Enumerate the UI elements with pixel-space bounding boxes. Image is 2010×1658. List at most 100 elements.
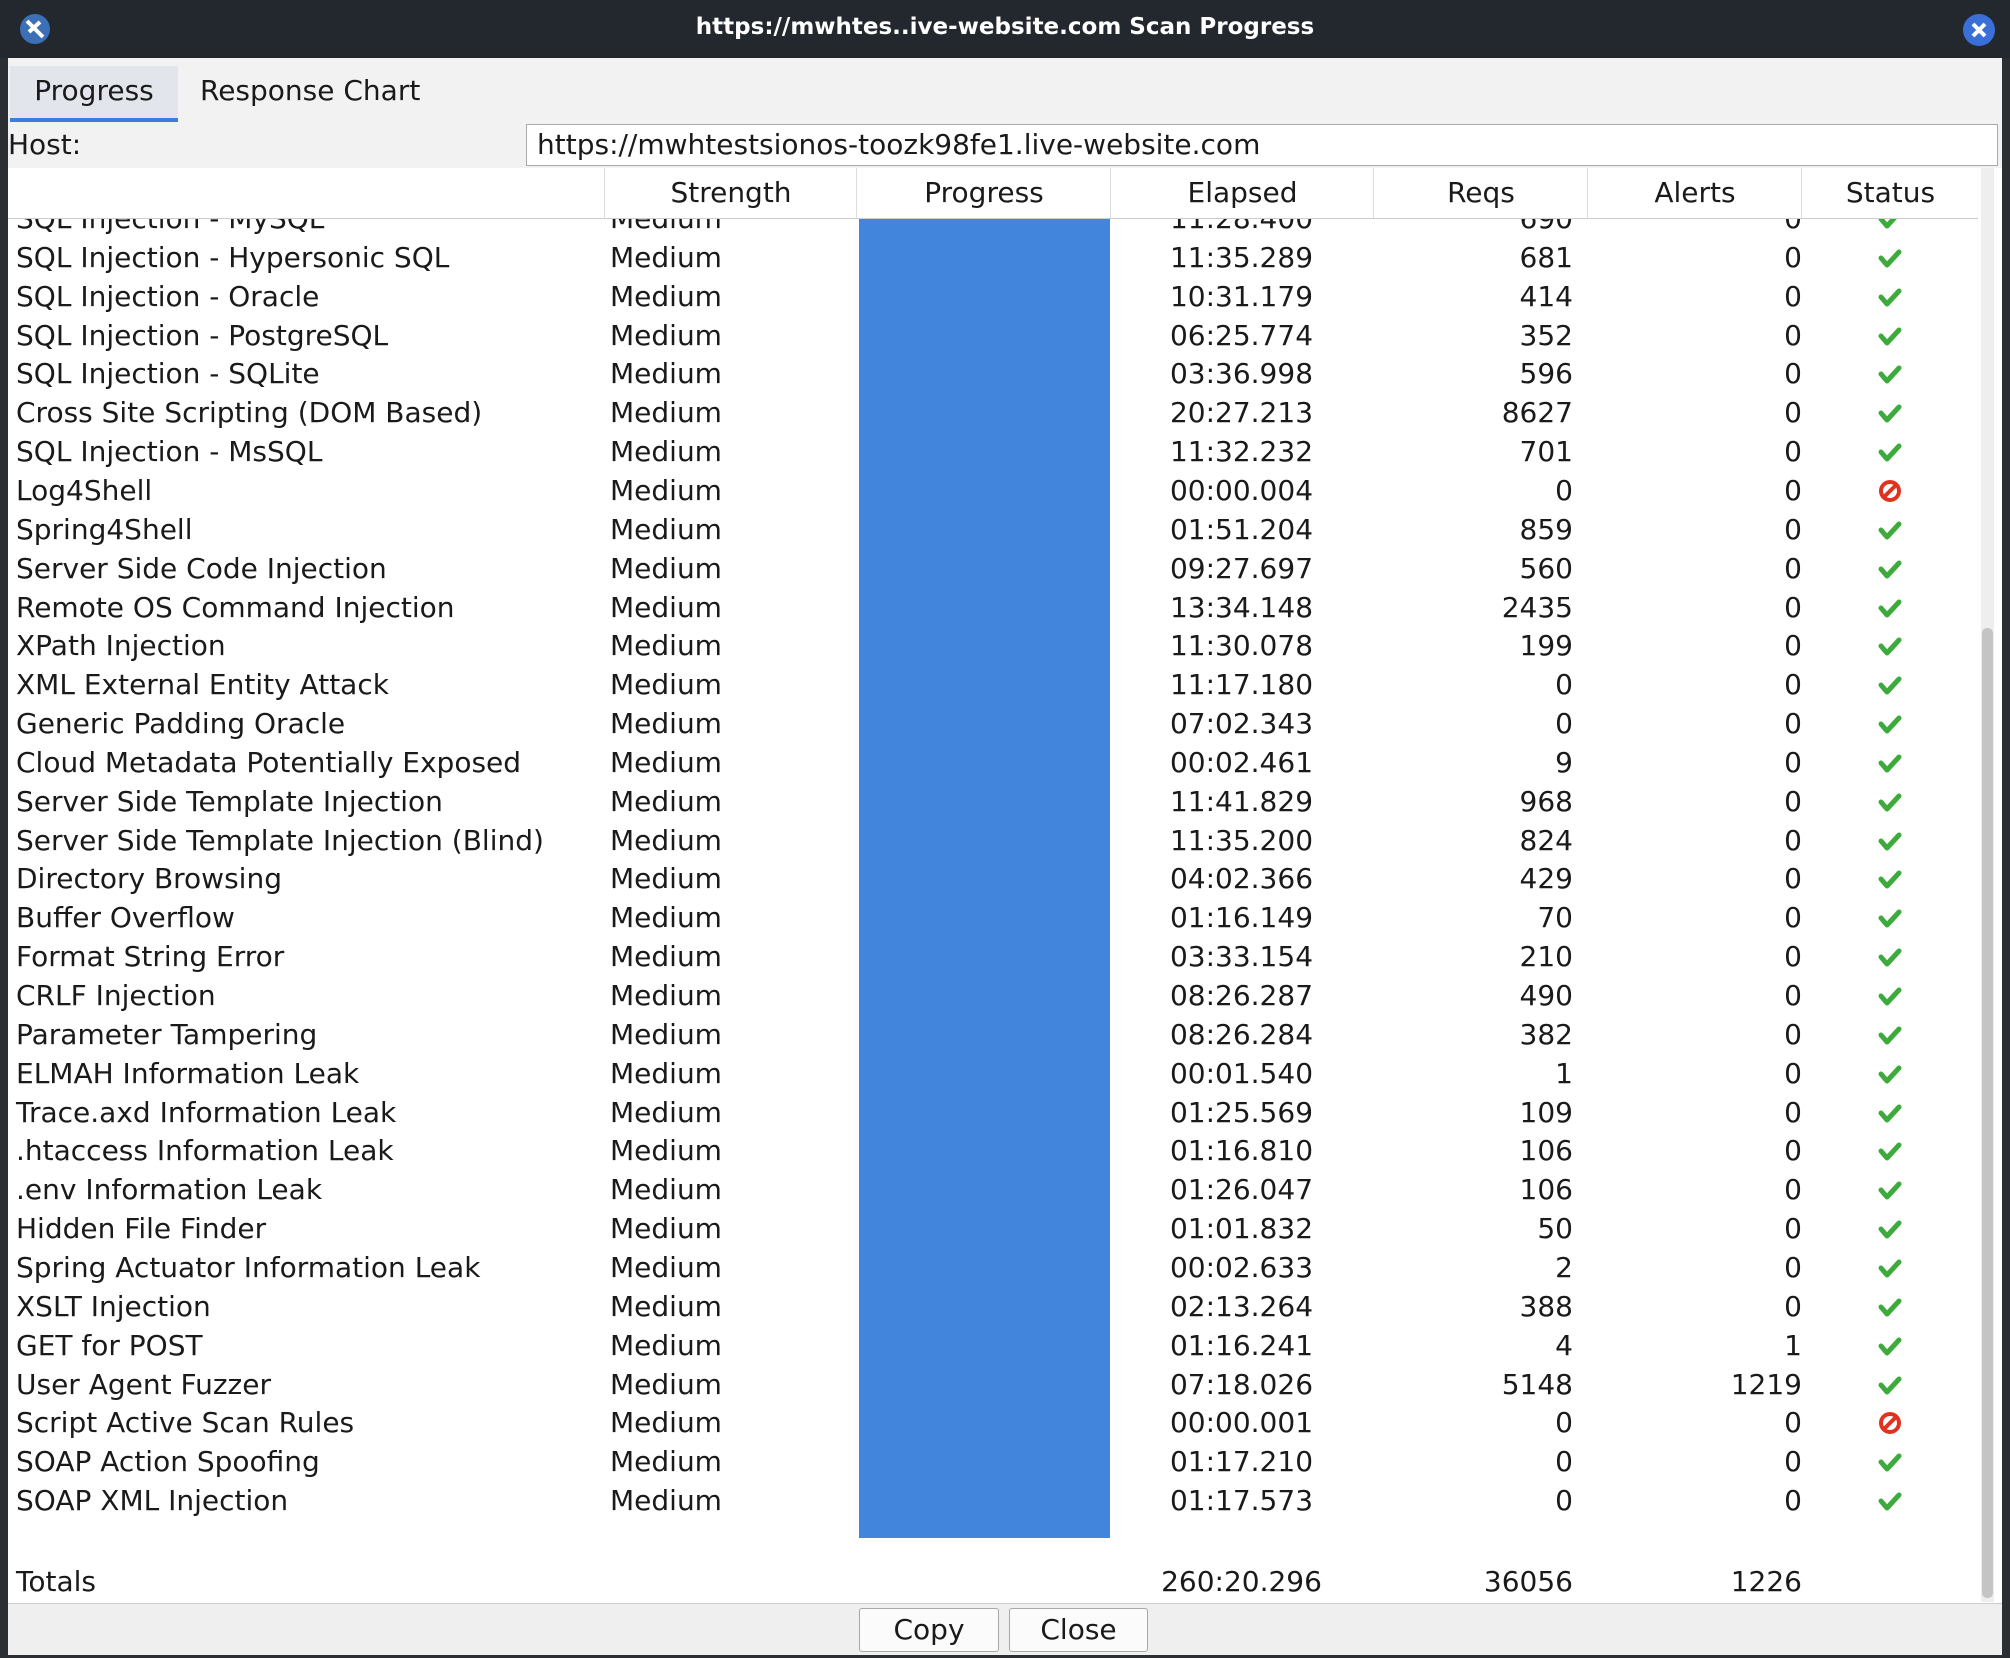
strength: Medium [610,279,722,313]
rule-name: User Agent Fuzzer [16,1367,271,1401]
tab-progress[interactable]: Progress [10,66,178,122]
alerts: 0 [1784,629,1802,663]
reqs: 109 [1519,1095,1573,1129]
reqs: 70 [1537,901,1573,935]
elapsed: 00:01.540 [1169,1056,1314,1090]
reqs: 681 [1519,240,1573,274]
strength: Medium [610,1134,722,1168]
reqs: 490 [1519,979,1573,1012]
alerts: 0 [1784,1095,1802,1129]
status-ok-icon [1878,948,1902,967]
alerts: 0 [1784,1250,1802,1284]
alerts: 0 [1784,1017,1802,1051]
table-row: SQL Injection - MsSQL Medium 11:32.232 701 0 [8,433,1978,471]
reqs: 5148 [1501,1367,1573,1401]
rule-name: Parameter Tampering [16,1017,318,1051]
rule-name: CRLF Injection [16,979,216,1012]
table-row: Remote OS Command Injection Medium 13:34.1… [8,589,1978,627]
elapsed: 01:01.832 [1169,1212,1314,1246]
totals-reqs: 36056 [1483,1565,1573,1598]
elapsed: 01:51.204 [1169,512,1314,546]
elapsed: 08:26.284 [1169,1017,1314,1051]
status-ok-icon [1878,404,1902,423]
close-window-button[interactable] [1962,13,1996,47]
elapsed: 00:02.633 [1169,1250,1314,1284]
alerts: 0 [1784,473,1802,507]
tab-response-chart[interactable]: Response Chart [200,74,421,107]
button-bar: Copy Close [8,1603,2002,1655]
elapsed: 07:18.026 [1169,1367,1314,1401]
strength: Medium [610,745,722,779]
totals-label: Totals [16,1565,96,1598]
alerts: 0 [1784,901,1802,935]
host-field[interactable]: https://mwhtestsionos-toozk98fe1.live-we… [526,124,1998,166]
alerts: 0 [1784,862,1802,896]
reqs: 824 [1519,823,1573,857]
strength: Medium [610,979,722,1012]
column-header: Reqs [1373,168,1588,218]
rule-name: Trace.axd Information Leak [16,1095,397,1129]
alerts: 0 [1784,1406,1802,1440]
strength: Medium [610,1367,722,1401]
reqs: 106 [1519,1134,1573,1168]
alerts: 0 [1784,707,1802,741]
alerts: 0 [1784,1134,1802,1168]
elapsed: 00:00.001 [1169,1406,1314,1440]
table-body: SQL Injection - MySQL Medium 11:28.400 690 0… [8,218,1978,1602]
rule-name: Server Side Template Injection (Blind) [16,823,544,857]
scroll-thumb[interactable] [1982,628,1993,1598]
elapsed: 04:02.366 [1169,862,1314,896]
table-row: ELMAH Information Leak Medium 00:01.540 1 0 [8,1055,1978,1093]
status-ok-icon [1878,637,1902,656]
column-header: Status [1801,168,1979,218]
elapsed: 11:28.400 [1169,218,1314,235]
reqs: 199 [1519,629,1573,663]
status-ok-icon [1878,676,1902,695]
reqs: 560 [1519,551,1573,585]
table-row: SOAP XML Injection Medium 01:17.573 0 0 [8,1482,1978,1520]
column-header: Elapsed [1110,168,1374,218]
strength: Medium [610,1056,722,1090]
table-row: SQL Injection - SQLite Medium 03:36.998 596… [8,355,1978,393]
status-ok-icon [1878,870,1902,889]
rule-name: SQL Injection - Hypersonic SQL [16,240,450,274]
status-ok-icon [1878,599,1902,617]
strength: Medium [610,218,722,235]
host-label: Host: [8,128,82,161]
status-ok-icon [1878,1453,1902,1472]
scrollbar[interactable] [1981,168,1994,1602]
status-error-icon [1879,479,1901,502]
alerts: 0 [1784,435,1802,469]
strength: Medium [610,1212,722,1246]
strength: Medium [610,940,722,974]
strength: Medium [610,1328,722,1362]
table-row: Trace.axd Information Leak Medium 01:25.56… [8,1094,1978,1132]
strength: Medium [610,435,722,469]
table-row: CRLF Injection Medium 08:26.287 490 0 [8,977,1978,1015]
alerts: 0 [1784,668,1802,702]
elapsed: 11:30.078 [1169,629,1314,663]
alerts: 0 [1784,1445,1802,1479]
reqs: 1 [1555,1056,1573,1090]
dialog: Progress Response Chart Host: https://mw… [8,58,2002,1655]
strength: Medium [610,862,722,896]
copy-button[interactable]: Copy [859,1608,999,1652]
reqs: 2435 [1501,590,1573,624]
status-ok-icon [1878,1259,1902,1278]
host-row: Host: https://mwhtestsionos-toozk98fe1.l… [8,122,2002,168]
reqs: 388 [1519,1289,1573,1323]
strength: Medium [610,396,722,430]
alerts: 0 [1784,240,1802,274]
strength: Medium [610,707,722,741]
status-ok-icon [1878,1104,1902,1123]
table-row: Parameter Tampering Medium 08:26.284 382 0 [8,1016,1978,1054]
reqs: 968 [1519,784,1573,818]
elapsed: 01:16.149 [1169,901,1314,935]
strength: Medium [610,512,722,546]
elapsed: 06:25.774 [1169,318,1314,352]
close-button[interactable]: Close [1009,1608,1148,1652]
column-header: Progress [856,168,1111,218]
elapsed: 07:02.343 [1169,707,1314,741]
rule-name: .htaccess Information Leak [16,1134,394,1168]
status-ok-icon [1878,443,1902,462]
